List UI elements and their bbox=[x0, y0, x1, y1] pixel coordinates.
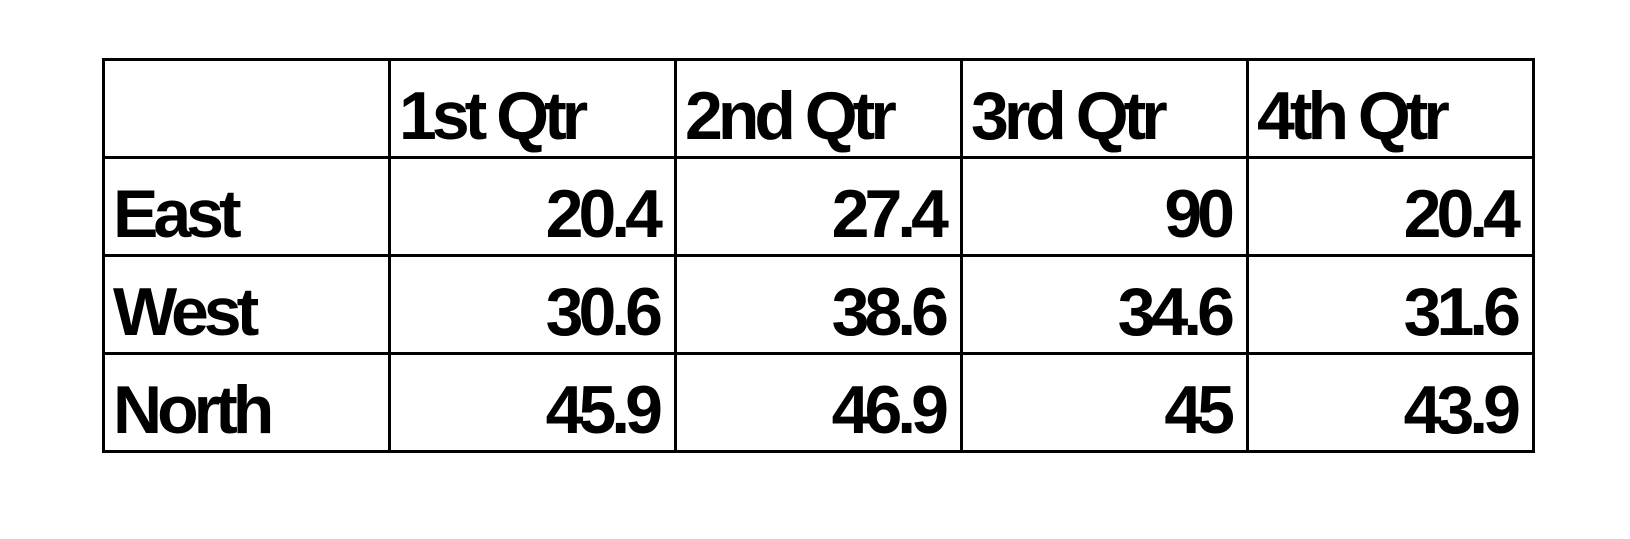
value-cell: 30.6 bbox=[388, 254, 677, 355]
data-table-container: 1st Qtr 2nd Qtr 3rd Qtr 4th Qtr East 20.… bbox=[102, 58, 1535, 453]
value-cell: 38.6 bbox=[674, 254, 963, 355]
value-cell: 43.9 bbox=[1246, 352, 1535, 453]
table-header: 1st Qtr 2nd Qtr 3rd Qtr 4th Qtr bbox=[102, 58, 1535, 159]
row-label-east: East bbox=[102, 156, 391, 257]
table-row-west: West 30.6 38.6 34.6 31.6 bbox=[102, 254, 1535, 355]
table-row-east: East 20.4 27.4 90 20.4 bbox=[102, 156, 1535, 257]
table-row-north: North 45.9 46.9 45 43.9 bbox=[102, 352, 1535, 453]
value-cell: 20.4 bbox=[388, 156, 677, 257]
value-cell: 27.4 bbox=[674, 156, 963, 257]
column-header-2nd-qtr: 2nd Qtr bbox=[674, 58, 963, 159]
value-cell: 31.6 bbox=[1246, 254, 1535, 355]
value-cell: 20.4 bbox=[1246, 156, 1535, 257]
row-label-north: North bbox=[102, 352, 391, 453]
column-header-3rd-qtr: 3rd Qtr bbox=[960, 58, 1249, 159]
value-cell: 46.9 bbox=[674, 352, 963, 453]
data-table: 1st Qtr 2nd Qtr 3rd Qtr 4th Qtr East 20.… bbox=[102, 58, 1535, 453]
header-row: 1st Qtr 2nd Qtr 3rd Qtr 4th Qtr bbox=[102, 58, 1535, 159]
corner-cell bbox=[102, 58, 391, 159]
column-header-1st-qtr: 1st Qtr bbox=[388, 58, 677, 159]
column-header-4th-qtr: 4th Qtr bbox=[1246, 58, 1535, 159]
value-cell: 45.9 bbox=[388, 352, 677, 453]
value-cell: 34.6 bbox=[960, 254, 1249, 355]
value-cell: 45 bbox=[960, 352, 1249, 453]
row-label-west: West bbox=[102, 254, 391, 355]
table-body: East 20.4 27.4 90 20.4 West 30.6 38.6 34… bbox=[102, 156, 1535, 453]
value-cell: 90 bbox=[960, 156, 1249, 257]
